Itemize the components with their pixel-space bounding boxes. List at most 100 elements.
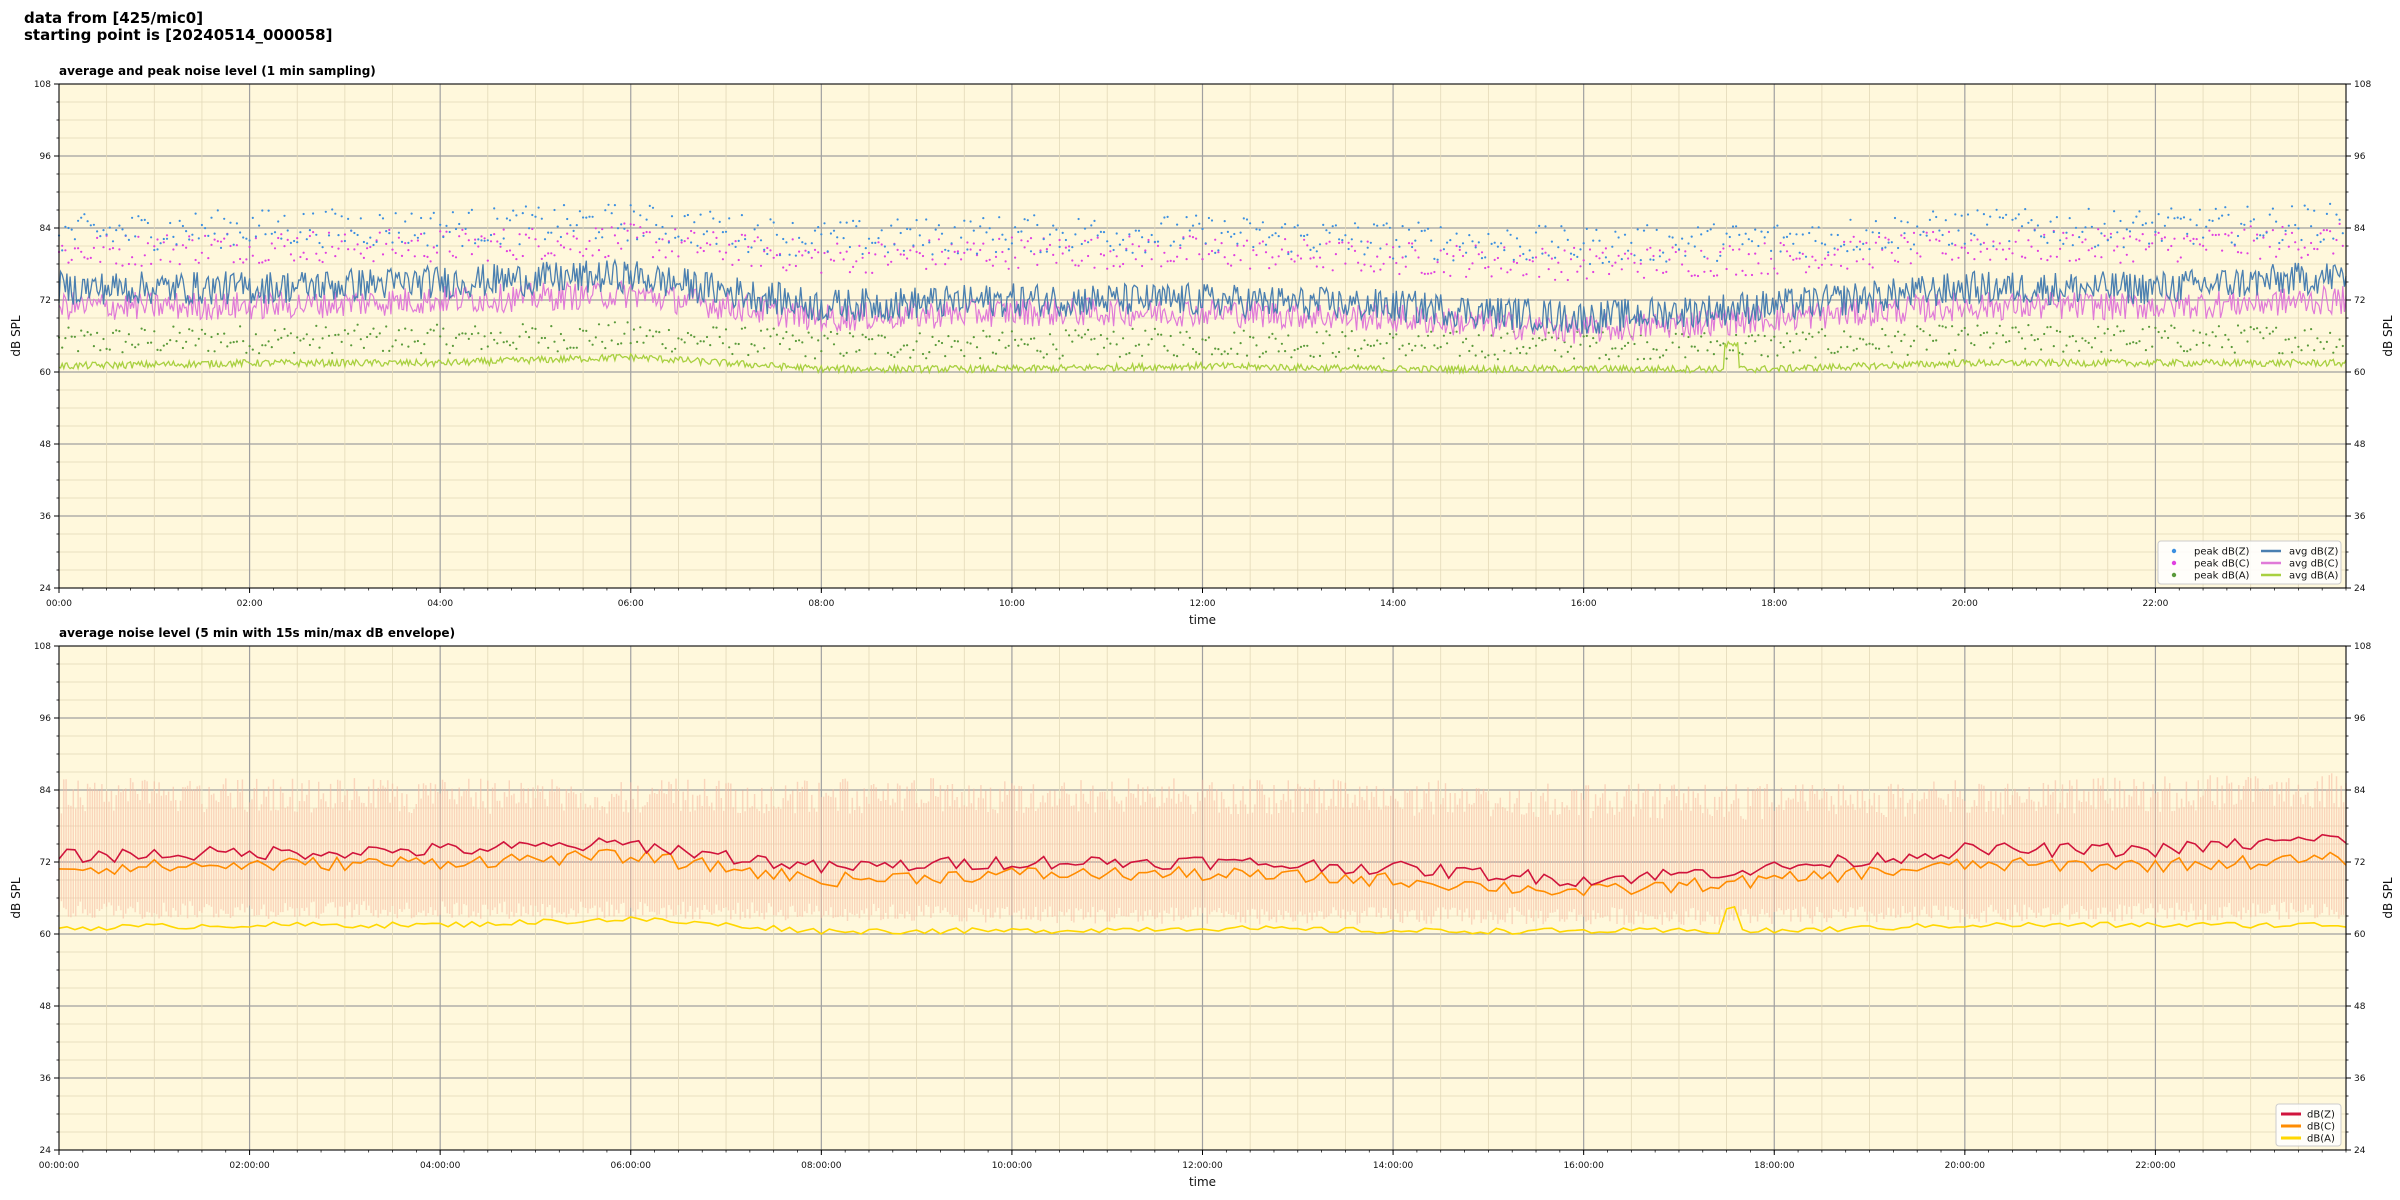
peak-point — [918, 252, 921, 255]
peak-point — [251, 216, 254, 219]
peak-point — [429, 328, 432, 331]
peak-point — [1846, 267, 1849, 270]
peak-point — [2300, 256, 2303, 259]
peak-point — [2173, 326, 2176, 329]
peak-point — [2094, 255, 2097, 258]
peak-point — [1214, 251, 1217, 254]
peak-point — [747, 245, 750, 248]
x-tick-label: 18:00 — [1761, 599, 1787, 609]
peak-point — [886, 263, 890, 266]
peak-point — [162, 344, 165, 347]
peak-point — [1080, 242, 1083, 246]
peak-point — [1912, 339, 1916, 342]
peak-point — [277, 236, 280, 240]
peak-point — [864, 247, 867, 250]
peak-point — [1436, 261, 1439, 264]
peak-point — [1871, 231, 1874, 234]
y-tick-label-left: 72 — [40, 296, 51, 306]
peak-point — [731, 263, 734, 266]
peak-point — [699, 246, 702, 249]
peak-point — [2256, 327, 2259, 330]
peak-point — [1347, 241, 1350, 244]
peak-point — [2205, 333, 2208, 336]
peak-point — [1052, 253, 1055, 256]
peak-point — [1407, 242, 1411, 245]
peak-point — [1970, 239, 1973, 242]
peak-point — [197, 237, 200, 240]
peak-point — [1236, 244, 1239, 247]
peak-point — [1642, 357, 1646, 360]
peak-point — [508, 249, 512, 252]
peak-point — [1741, 269, 1744, 272]
peak-point — [1592, 270, 1595, 274]
peak-point — [1798, 251, 1801, 254]
peak-point — [2233, 351, 2236, 354]
peak-point — [1306, 344, 1309, 347]
peak-point — [207, 349, 210, 352]
peak-point — [1160, 265, 1163, 268]
peak-point — [1106, 267, 1109, 270]
peak-point — [925, 218, 928, 221]
peak-point — [1579, 343, 1582, 346]
peak-point — [1623, 252, 1627, 255]
peak-point — [2160, 336, 2163, 339]
peak-point — [839, 251, 842, 254]
peak-point — [1191, 236, 1195, 239]
peak-point — [1792, 351, 1795, 354]
peak-point — [763, 248, 766, 251]
peak-point — [461, 228, 464, 231]
peak-point — [832, 343, 836, 346]
peak-point — [616, 227, 620, 230]
peak-point — [1604, 256, 1607, 259]
peak-point — [1144, 251, 1147, 254]
peak-point — [131, 256, 134, 259]
peak-point — [1052, 343, 1055, 346]
peak-point — [1201, 338, 1204, 341]
peak-point — [226, 345, 229, 348]
peak-point — [2262, 236, 2265, 239]
peak-point — [1633, 261, 1636, 264]
peak-point — [2284, 338, 2287, 341]
peak-point — [1436, 258, 1439, 261]
peak-point — [2046, 241, 2049, 244]
peak-point — [578, 327, 582, 331]
peak-point — [744, 326, 747, 329]
peak-point — [966, 241, 969, 244]
peak-point — [92, 345, 95, 348]
peak-point — [1014, 338, 1017, 341]
peak-point — [855, 225, 858, 228]
peak-point — [893, 243, 896, 246]
peak-point — [531, 327, 534, 330]
peak-point — [2036, 249, 2039, 252]
peak-point — [1357, 355, 1360, 358]
peak-point — [2090, 225, 2093, 228]
peak-point — [111, 240, 115, 243]
peak-point — [1156, 244, 1160, 247]
peak-point — [1976, 238, 1979, 241]
peak-point — [2167, 336, 2170, 339]
peak-point — [1585, 334, 1588, 337]
peak-point — [1420, 271, 1423, 274]
peak-point — [2281, 225, 2284, 229]
peak-point — [902, 344, 906, 347]
peak-point — [70, 335, 73, 338]
peak-point — [499, 331, 502, 334]
peak-point — [2097, 228, 2100, 231]
peak-point — [1652, 348, 1655, 351]
legend-label: avg dB(C) — [2289, 559, 2339, 570]
peak-point — [61, 346, 64, 349]
peak-point — [1077, 334, 1080, 337]
peak-point — [2290, 351, 2294, 354]
peak-point — [582, 216, 585, 219]
peak-point — [2256, 233, 2259, 236]
peak-point — [2287, 338, 2290, 341]
peak-point — [1382, 357, 1385, 360]
peak-point — [953, 339, 956, 343]
peak-point — [293, 259, 296, 262]
peak-point — [1128, 352, 1131, 355]
peak-point — [2008, 247, 2011, 250]
peak-point — [1655, 228, 1658, 231]
peak-point — [1169, 259, 1172, 262]
peak-point — [2135, 238, 2138, 241]
peak-point — [782, 237, 785, 241]
